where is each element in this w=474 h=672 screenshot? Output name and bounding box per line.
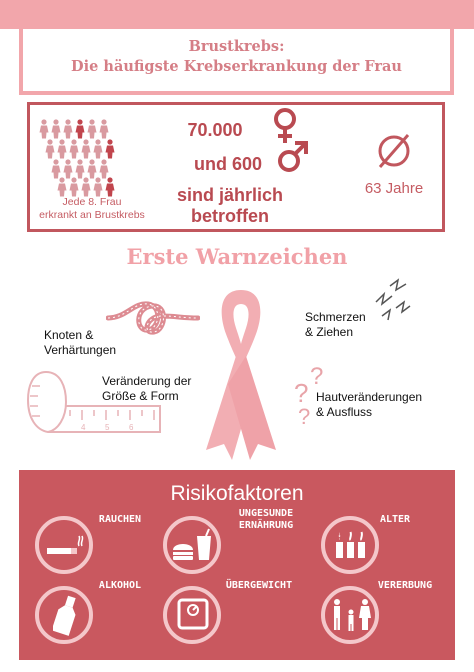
- svg-text:4: 4: [81, 423, 86, 432]
- pain-lightning-icon: [375, 278, 411, 321]
- fast-food-icon: [173, 528, 211, 560]
- male-count: und 600: [193, 154, 263, 174]
- warning-section-title: Erste Warnzeichen: [126, 244, 348, 269]
- svg-text:5: 5: [105, 423, 110, 432]
- per-year-text: sind jährlich betroffen: [176, 185, 284, 226]
- risk-label-age: ALTER: [379, 514, 411, 525]
- risk-circle-diet: [163, 516, 221, 574]
- risk-circle-age: [321, 516, 379, 574]
- scale-icon: [177, 598, 209, 630]
- title-line-2: Die häufigste Krebserkrankung der Frau: [71, 58, 402, 75]
- svg-text:?: ?: [310, 363, 323, 390]
- question-marks-icon: ? ? ?: [294, 363, 323, 426]
- average-symbol-icon: [378, 134, 410, 168]
- risk-label-heredity: VERERBUNG: [377, 580, 433, 591]
- risk-factors-title: Risikofaktoren: [170, 482, 304, 505]
- cigarette-icon: [47, 535, 84, 554]
- risk-label-alcohol: ALKOHOL: [98, 580, 142, 591]
- female-symbol-icon: [274, 108, 296, 143]
- header-band: [0, 0, 474, 29]
- risk-circle-smoking: [35, 516, 93, 574]
- risk-circle-alcohol: [35, 586, 93, 644]
- pink-ribbon-icon: [206, 290, 276, 460]
- stats-box: [27, 102, 445, 232]
- risk-circle-overweight: [163, 586, 221, 644]
- male-symbol-icon: [278, 141, 308, 172]
- average-age: 63 Jahre: [364, 180, 424, 197]
- risk-factors-panel: Risikofaktoren RAUCHEN UNGESUNDE ERNÄHRU…: [19, 470, 455, 660]
- risk-label-overweight: ÜBERGEWICHT: [225, 580, 293, 591]
- svg-text:?: ?: [298, 404, 310, 426]
- page-title: Brustkrebs: Die häufigste Krebserkrankun…: [23, 37, 450, 77]
- family-icon: [334, 599, 371, 631]
- warning-item-size-shape: Veränderung der Größe & Form: [102, 374, 192, 403]
- risk-label-diet: UNGESUNDE ERNÄHRUNG: [238, 508, 294, 531]
- svg-text:?: ?: [294, 378, 308, 408]
- knot-icon: [106, 301, 200, 335]
- svg-text:6: 6: [129, 423, 134, 432]
- title-box: Brustkrebs: Die häufigste Krebserkrankun…: [19, 29, 454, 95]
- warning-item-skin: Hautveränderungen & Ausfluss: [316, 390, 423, 419]
- title-line-1: Brustkrebs:: [188, 38, 285, 55]
- measuring-tape-icon: 4 5 6: [26, 371, 161, 433]
- stat-caption: Jede 8. Frau erkrankt an Brustkrebs: [39, 196, 145, 221]
- women-group-icon: [39, 119, 115, 197]
- risk-label-smoking: RAUCHEN: [98, 514, 142, 525]
- warning-item-knots: Knoten & Verhärtungen: [44, 328, 117, 357]
- candles-icon: [336, 531, 365, 558]
- risk-circle-heredity: [321, 586, 379, 644]
- bottle-icon: [53, 595, 76, 636]
- female-count: 70.000: [187, 120, 243, 140]
- warning-item-pain: Schmerzen & Ziehen: [305, 310, 366, 339]
